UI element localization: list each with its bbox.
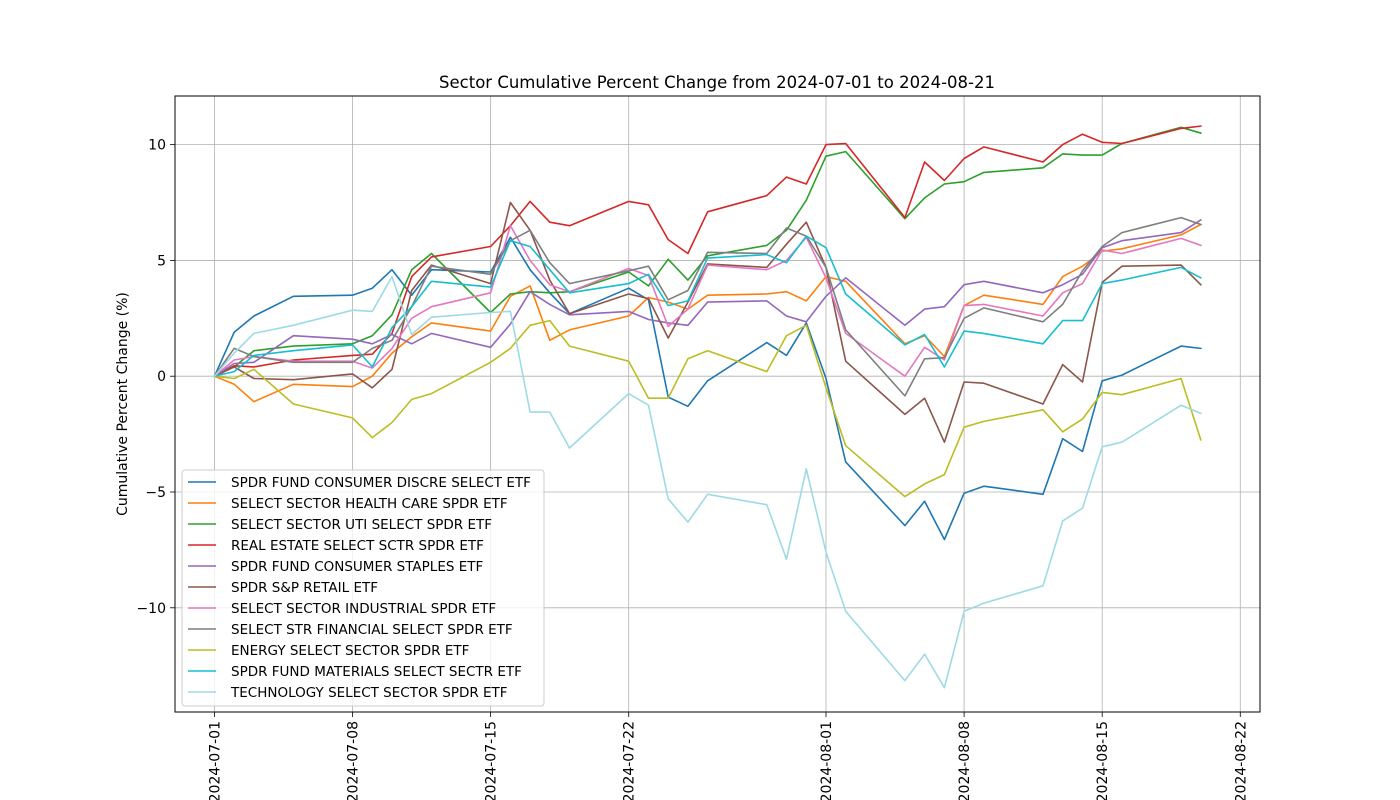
legend-label: ENERGY SELECT SECTOR SPDR ETF	[231, 643, 469, 659]
y-tick-label: 10	[148, 138, 166, 154]
legend-label: SELECT SECTOR INDUSTRIAL SPDR ETF	[231, 601, 496, 617]
series-line-6	[213, 201, 1202, 444]
chart-title: Sector Cumulative Percent Change from 20…	[439, 73, 995, 92]
x-tick-label: 2024-07-01	[207, 721, 223, 800]
legend-label: SPDR FUND CONSUMER DISCRE SELECT ETF	[231, 475, 531, 491]
y-tick-label: 0	[157, 369, 166, 385]
x-tick-label: 2024-08-15	[1095, 721, 1111, 800]
grid-lines	[175, 96, 1260, 712]
series-line-5	[213, 218, 1202, 378]
y-tick-label: −5	[145, 485, 166, 501]
x-tick-label: 2024-07-22	[622, 721, 638, 800]
series-line-7	[213, 224, 1202, 378]
legend-label: SPDR FUND MATERIALS SELECT SECTR ETF	[231, 664, 522, 680]
series-line-8	[213, 216, 1202, 397]
series-line-11	[213, 275, 1202, 689]
legend-label: SELECT STR FINANCIAL SELECT SPDR ETF	[231, 622, 513, 638]
y-axis-label: Cumulative Percent Change (%)	[115, 292, 131, 516]
legend: SPDR FUND CONSUMER DISCRE SELECT ETF SELE…	[181, 469, 545, 707]
x-tick-label: 2024-08-01	[819, 721, 835, 800]
series-line-3	[213, 126, 1202, 378]
series-line-2	[213, 223, 1202, 403]
series-line-1	[213, 236, 1202, 541]
legend-label: SPDR S&P RETAIL ETF	[231, 580, 378, 596]
series-lines	[213, 125, 1202, 689]
legend-box	[181, 469, 545, 707]
x-tick-label: 2024-07-08	[346, 721, 362, 800]
legend-label: TECHNOLOGY SELECT SECTOR SPDR ETF	[230, 685, 508, 701]
legend-label: SPDR FUND CONSUMER STAPLES ETF	[231, 559, 483, 575]
y-tick-label: 5	[157, 253, 166, 269]
legend-label: REAL ESTATE SELECT SCTR SPDR ETF	[231, 538, 484, 554]
series-line-10	[213, 235, 1202, 378]
axis-ticks: 2024-07-01 2024-07-08 2024-07-15 2024-07-22…	[136, 138, 1249, 800]
x-tick-label: 2024-08-22	[1233, 721, 1249, 800]
x-tick-label: 2024-08-08	[957, 721, 973, 800]
series-line-9	[213, 319, 1202, 498]
legend-label: SELECT SECTOR UTI SELECT SPDR ETF	[231, 517, 492, 533]
plot-area-frame	[174, 95, 1261, 713]
legend-label: SELECT SECTOR HEALTH CARE SPDR ETF	[231, 496, 508, 512]
x-tick-label: 2024-07-15	[484, 721, 500, 800]
y-tick-label: −10	[136, 601, 166, 617]
